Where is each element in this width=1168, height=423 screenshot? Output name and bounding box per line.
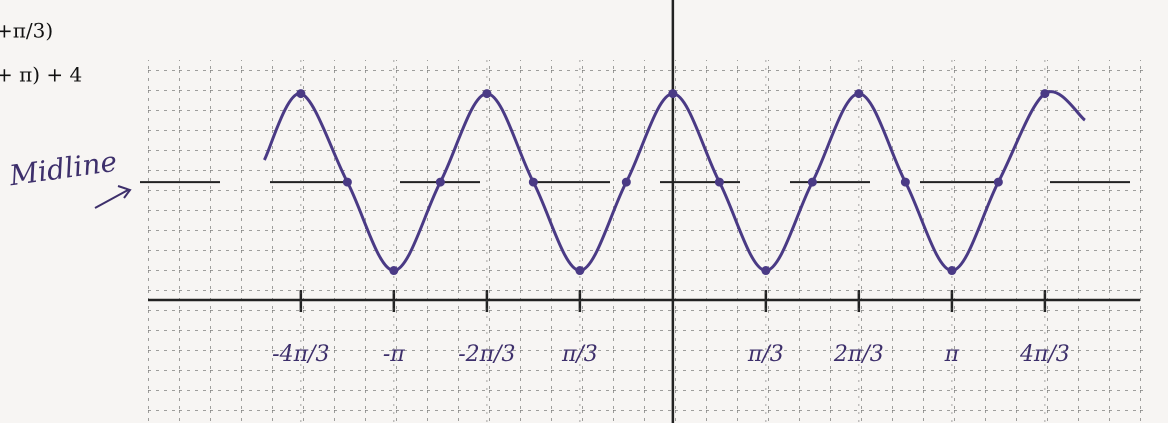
x-tick-label: π [944, 342, 960, 367]
midline-label: Midline [6, 145, 119, 193]
point [993, 177, 1003, 187]
midline-arrow [94, 185, 132, 209]
point [342, 177, 352, 187]
x-tick-label: 2π/3 [833, 342, 884, 367]
grid-paper [148, 0, 1148, 423]
point [528, 177, 538, 187]
point [761, 266, 771, 276]
x-tick-label: π/3 [561, 342, 598, 367]
equation-fragment: + π) + 4 [0, 63, 82, 87]
equation-fragment: +π/3) [0, 19, 53, 43]
x-tick-label: -π [383, 342, 405, 367]
point [807, 177, 817, 187]
point [900, 177, 910, 187]
point [714, 177, 724, 187]
x-tick-label: -2π/3 [458, 342, 515, 367]
point [854, 89, 864, 99]
point [435, 177, 445, 187]
point [947, 266, 957, 276]
point [482, 89, 492, 99]
point [621, 177, 631, 187]
point [389, 266, 399, 276]
point [296, 89, 306, 99]
paper-top [148, 0, 1148, 60]
point [1040, 89, 1050, 99]
x-tick-label: -4π/3 [272, 342, 329, 367]
point [668, 89, 678, 99]
x-tick-label: π/3 [747, 342, 784, 367]
point [575, 266, 585, 276]
x-tick-label: 4π/3 [1019, 342, 1070, 367]
